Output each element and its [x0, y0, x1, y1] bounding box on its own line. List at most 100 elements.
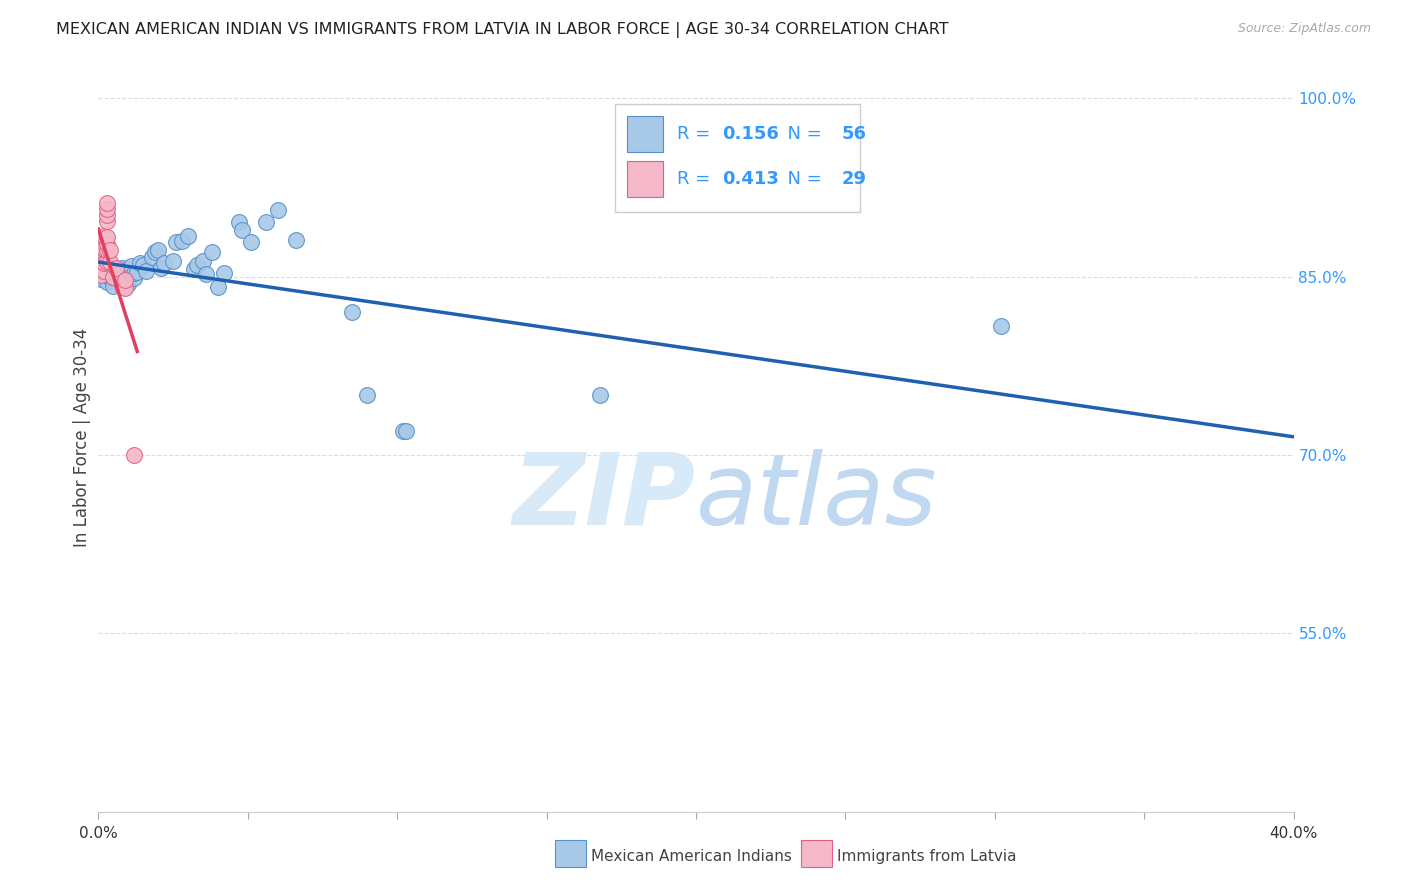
Point: [108, 265, 131, 279]
Point: [90, 244, 112, 258]
Point: [342, 305, 364, 319]
Point: [96, 230, 118, 244]
Text: 0.156: 0.156: [723, 125, 779, 143]
Point: [93, 263, 115, 277]
FancyBboxPatch shape: [627, 161, 662, 196]
Point: [90, 260, 112, 274]
Point: [105, 261, 128, 276]
Point: [96, 267, 118, 281]
Point: [395, 424, 418, 438]
Point: [90, 266, 112, 280]
Text: atlas: atlas: [696, 449, 938, 546]
Point: [172, 234, 194, 248]
Point: [87, 238, 110, 252]
Point: [207, 280, 229, 294]
Point: [87, 249, 110, 263]
Point: [990, 319, 1012, 334]
Point: [93, 256, 115, 270]
Point: [93, 229, 115, 244]
Point: [90, 268, 112, 283]
Point: [90, 237, 112, 252]
Point: [177, 229, 200, 244]
Point: [162, 254, 184, 268]
Text: N =: N =: [776, 169, 828, 187]
Point: [186, 258, 208, 272]
Text: R =: R =: [676, 169, 716, 187]
Point: [124, 270, 146, 285]
Text: R =: R =: [676, 125, 716, 143]
Point: [114, 273, 136, 287]
Text: Mexican American Indians: Mexican American Indians: [591, 849, 792, 863]
Point: [127, 265, 149, 279]
Y-axis label: In Labor Force | Age 30-34: In Labor Force | Age 30-34: [73, 327, 91, 547]
Point: [111, 279, 134, 293]
Text: Immigrants from Latvia: Immigrants from Latvia: [837, 849, 1017, 863]
Point: [96, 276, 118, 290]
Point: [124, 266, 146, 280]
Point: [254, 215, 277, 229]
Point: [87, 233, 110, 247]
Point: [141, 251, 163, 265]
Point: [90, 272, 112, 286]
Text: N =: N =: [776, 125, 828, 143]
Point: [96, 213, 118, 227]
Point: [93, 263, 115, 277]
Point: [108, 269, 131, 284]
Point: [114, 280, 136, 294]
Point: [90, 251, 112, 265]
Point: [98, 266, 122, 280]
Point: [165, 235, 187, 249]
Text: MEXICAN AMERICAN INDIAN VS IMMIGRANTS FROM LATVIA IN LABOR FORCE | AGE 30-34 COR: MEXICAN AMERICAN INDIAN VS IMMIGRANTS FR…: [56, 22, 949, 38]
Point: [87, 255, 110, 269]
Point: [589, 388, 612, 402]
Point: [117, 277, 139, 291]
Point: [96, 195, 118, 210]
Point: [183, 262, 205, 277]
Point: [212, 266, 235, 280]
Point: [111, 267, 134, 281]
Point: [392, 424, 415, 438]
Point: [153, 256, 176, 270]
Point: [96, 237, 118, 252]
Point: [105, 268, 128, 283]
Point: [114, 281, 136, 295]
Point: [105, 262, 128, 277]
Point: [150, 261, 173, 276]
Text: 56: 56: [842, 125, 866, 143]
Point: [231, 223, 253, 237]
Point: [117, 262, 139, 277]
Text: 0.413: 0.413: [723, 169, 779, 187]
FancyBboxPatch shape: [627, 116, 662, 152]
Point: [96, 202, 118, 216]
Point: [103, 269, 125, 284]
Point: [143, 244, 166, 259]
Point: [120, 259, 142, 273]
Point: [129, 256, 152, 270]
Point: [135, 263, 157, 277]
Text: 29: 29: [842, 169, 866, 187]
Point: [98, 270, 122, 285]
Point: [284, 233, 307, 247]
Point: [111, 261, 134, 276]
FancyBboxPatch shape: [614, 103, 859, 212]
Point: [195, 267, 218, 281]
Point: [105, 265, 128, 279]
Point: [93, 242, 115, 256]
Point: [124, 448, 146, 462]
Point: [103, 279, 125, 293]
Point: [93, 268, 115, 283]
Point: [267, 202, 290, 217]
Point: [132, 258, 155, 272]
Point: [96, 244, 118, 258]
Point: [98, 255, 122, 269]
Point: [96, 255, 118, 269]
Point: [96, 263, 118, 277]
Text: Source: ZipAtlas.com: Source: ZipAtlas.com: [1237, 22, 1371, 36]
Point: [98, 244, 122, 258]
Point: [239, 235, 262, 249]
Point: [356, 388, 378, 402]
Point: [96, 208, 118, 222]
Point: [228, 215, 250, 229]
Point: [201, 244, 224, 259]
Point: [148, 244, 170, 258]
